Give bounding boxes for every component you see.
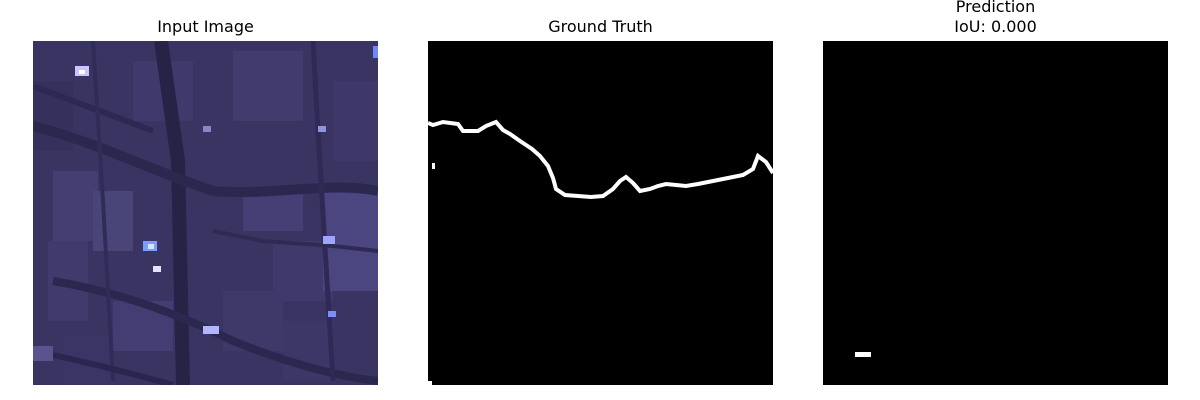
- prediction-canvas: [823, 41, 1168, 385]
- ground-truth-title: Ground Truth: [548, 17, 653, 36]
- ground-truth-mask: [428, 41, 773, 385]
- ground-truth-canvas: [428, 41, 773, 385]
- input-satellite-image: [33, 41, 378, 385]
- predicted-blob: [855, 352, 871, 357]
- ground-truth-boundary-line: [428, 119, 773, 200]
- input-image-title: Input Image: [157, 17, 254, 36]
- satellite-image-canvas: [33, 41, 378, 385]
- iou-score-label: IoU: 0.000: [954, 17, 1037, 36]
- prediction-title: Prediction: [955, 0, 1036, 16]
- prediction-mask: [823, 41, 1168, 385]
